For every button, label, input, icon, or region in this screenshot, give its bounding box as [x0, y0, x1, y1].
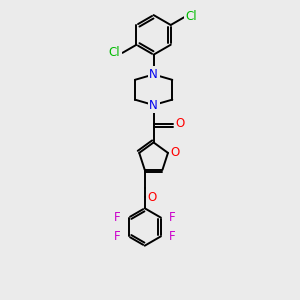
- Text: O: O: [175, 117, 184, 130]
- Text: Cl: Cl: [185, 11, 197, 23]
- Text: F: F: [114, 230, 121, 243]
- Text: O: O: [170, 146, 180, 159]
- Text: F: F: [169, 211, 175, 224]
- Text: F: F: [114, 211, 121, 224]
- Text: O: O: [147, 191, 157, 204]
- Text: N: N: [149, 98, 158, 112]
- Text: Cl: Cl: [109, 46, 120, 59]
- Text: N: N: [149, 68, 158, 81]
- Text: F: F: [169, 230, 175, 243]
